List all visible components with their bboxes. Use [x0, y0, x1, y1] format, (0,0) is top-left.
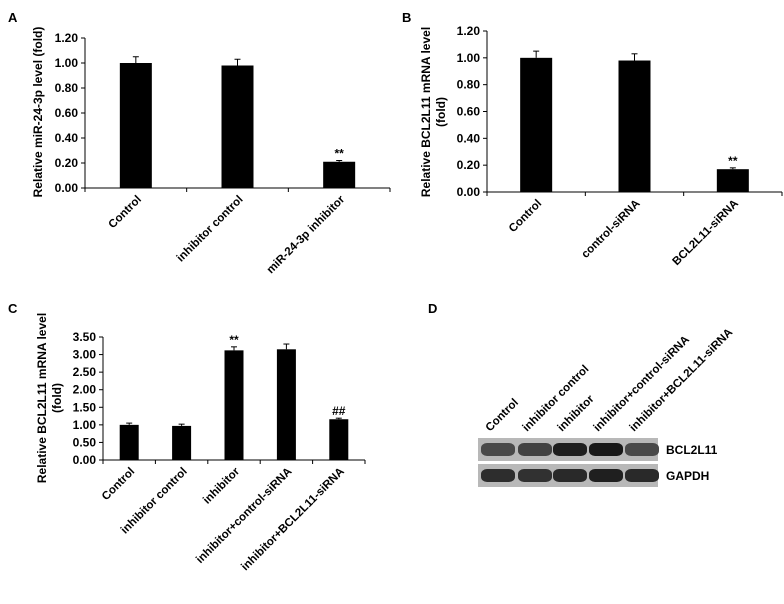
significance-marker: **: [334, 147, 344, 161]
significance-marker: ##: [332, 404, 346, 418]
blot-band: [553, 443, 587, 456]
y-tick-label: 0.00: [73, 453, 97, 467]
significance-marker: **: [229, 333, 239, 347]
y-tick-label: 0.20: [457, 158, 481, 172]
y-tick-label: 0.20: [55, 156, 79, 170]
blot-band: [518, 443, 552, 456]
blot-row-label: BCL2L11: [666, 443, 718, 457]
panel-letter: C: [8, 301, 18, 316]
y-tick-label: 1.20: [457, 24, 481, 38]
y-tick-label: 0.60: [55, 106, 79, 120]
y-tick-label: 2.50: [73, 365, 97, 379]
y-tick-label: 0.40: [55, 131, 79, 145]
y-tick-label: 2.00: [73, 383, 97, 397]
y-tick-label: 0.00: [457, 185, 481, 199]
bar: [520, 57, 553, 193]
blot-lane-label: Control: [484, 397, 521, 434]
y-tick-label: 1.50: [73, 400, 97, 414]
y-tick-label: 0.40: [457, 131, 481, 145]
bar: [329, 419, 349, 460]
category-label: control-siRNA: [579, 198, 642, 261]
y-tick-label: 1.00: [457, 51, 481, 65]
category-label: inhibitor+BCL2L11-siRNA: [239, 466, 347, 574]
bar: [716, 169, 749, 192]
blot-row-label: GAPDH: [666, 469, 709, 483]
y-tick-label: 1.20: [55, 31, 79, 45]
y-axis-label: Relative BCL2L11 mRNA level(fold): [35, 313, 64, 483]
y-tick-label: 0.80: [55, 81, 79, 95]
category-label: Control: [507, 198, 544, 235]
bar: [276, 349, 296, 460]
blot-band: [553, 469, 587, 482]
category-label: miR-24-3p inhibitor: [265, 193, 348, 276]
panel-letter: A: [8, 10, 18, 25]
y-tick-label: 0.60: [457, 105, 481, 119]
blot-lane-label: inhibitor control: [521, 363, 592, 434]
significance-marker: **: [728, 154, 738, 168]
category-label: BCL2L11-siRNA: [671, 198, 741, 268]
y-tick-label: 0.50: [73, 435, 97, 449]
panel-letter: D: [428, 301, 437, 316]
bar: [323, 161, 356, 188]
category-label: inhibitor+control-siRNA: [194, 466, 294, 566]
blot-band: [625, 469, 659, 482]
category-label: inhibitor control: [175, 194, 246, 265]
category-label: Control: [100, 466, 137, 503]
panel-c: C 0.00 0.50 1.00 1.50 2.00 2.50 3.00 3.50 Relativ…: [8, 301, 366, 574]
panel-letter: B: [402, 10, 411, 25]
blot-band: [481, 469, 515, 482]
bar: [172, 425, 192, 460]
bar: [224, 350, 244, 460]
y-tick-label: 1.00: [73, 418, 97, 432]
blot-band: [589, 469, 623, 482]
y-tick-label: 3.50: [73, 330, 97, 344]
bar: [618, 60, 651, 193]
y-axis-label: Relative miR-24-3p level (fold): [31, 27, 45, 198]
panel-b: B 0.00 0.20 0.40 0.60 0.80 1.00 1.20 Relative BC…: [402, 10, 783, 268]
y-tick-label: 0.80: [457, 78, 481, 92]
panel-a: A 0.00 0.20 0.40 0.60 0.80 1.00 1.20 Relative mi…: [8, 10, 391, 276]
bar: [119, 63, 152, 188]
category-label: inhibitor: [201, 465, 242, 506]
blot-band: [481, 443, 515, 456]
blot-band: [518, 469, 552, 482]
y-tick-label: 3.00: [73, 348, 97, 362]
y-tick-label: 0.00: [55, 181, 79, 195]
blot-band: [589, 443, 623, 456]
y-tick-label: 1.00: [55, 56, 79, 70]
bar: [221, 65, 254, 188]
category-label: Control: [107, 194, 144, 231]
blot-band: [625, 443, 659, 456]
bar: [119, 424, 139, 460]
y-axis-label: Relative BCL2L11 mRNA level(fold): [419, 27, 448, 197]
